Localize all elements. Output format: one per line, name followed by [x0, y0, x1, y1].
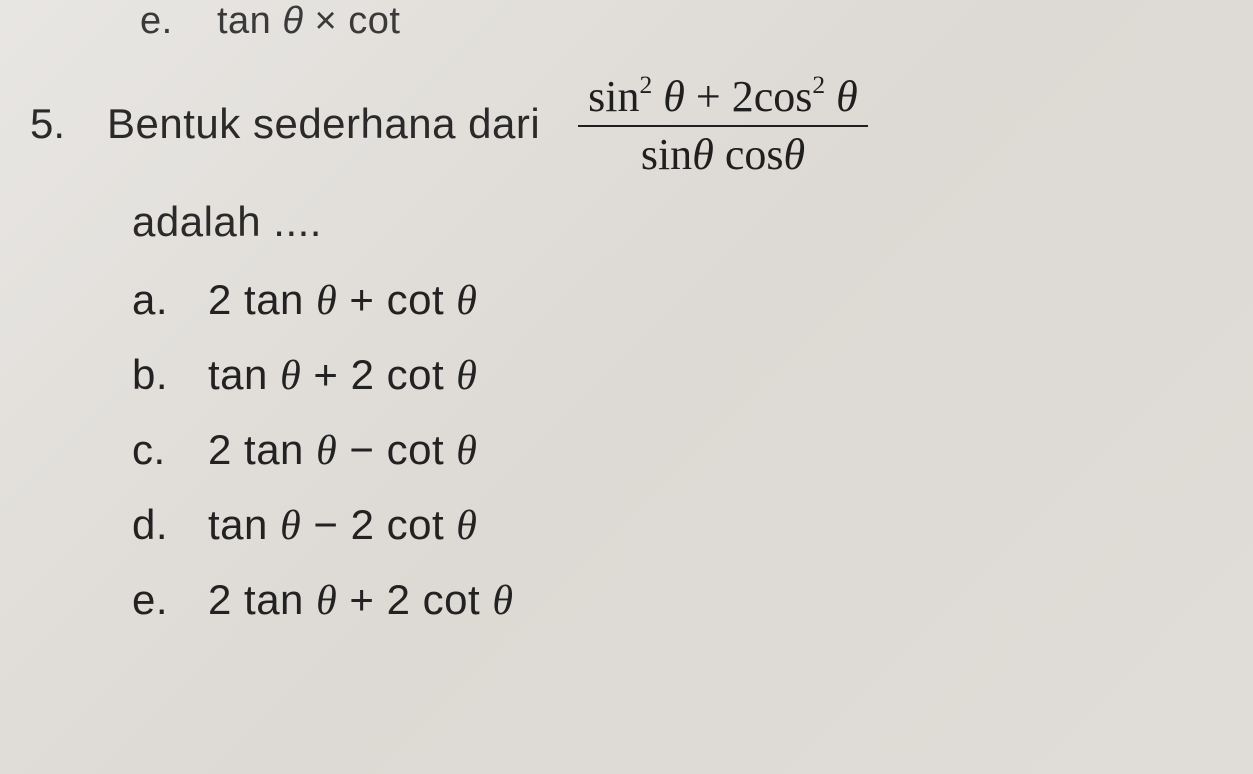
option-c: c. 2 tan θ − cot θ	[132, 426, 1213, 475]
fraction: sin2 θ + 2cos2 θ sinθ cosθ	[578, 73, 868, 180]
option-expression: 2 tan θ + 2 cot θ	[208, 576, 513, 625]
option-label: a.	[132, 276, 172, 325]
option-d: d. tan θ − 2 cot θ	[132, 501, 1213, 550]
prev-option-label: e.	[140, 0, 173, 42]
question-stem-row: 5. Bentuk sederhana dari sin2 θ + 2cos2 …	[30, 71, 1213, 178]
previous-option-fragment: e. tan θ × cot	[140, 0, 1213, 43]
question-stem-after: adalah ....	[132, 198, 1213, 246]
option-expression: 2 tan θ + cot θ	[208, 276, 477, 325]
option-expression: tan θ − 2 cot θ	[208, 501, 477, 550]
fraction-denominator: sinθ cosθ	[631, 127, 815, 179]
option-label: e.	[132, 576, 172, 625]
question-number: 5.	[30, 100, 65, 148]
option-e: e. 2 tan θ + 2 cot θ	[132, 576, 1213, 625]
option-b: b. tan θ + 2 cot θ	[132, 351, 1213, 400]
option-label: b.	[132, 351, 172, 400]
option-expression: 2 tan θ − cot θ	[208, 426, 477, 475]
option-label: c.	[132, 426, 172, 475]
option-a: a. 2 tan θ + cot θ	[132, 276, 1213, 325]
question-stem-before: Bentuk sederhana dari	[107, 100, 540, 148]
option-expression: tan θ + 2 cot θ	[208, 351, 477, 400]
prev-option-text: tan θ × cot	[217, 0, 401, 42]
page: e. tan θ × cot 5. Bentuk sederhana dari …	[0, 0, 1253, 625]
fraction-numerator: sin2 θ + 2cos2 θ	[578, 73, 868, 125]
options-list: a. 2 tan θ + cot θ b. tan θ + 2 cot θ c.…	[132, 276, 1213, 625]
option-label: d.	[132, 501, 172, 550]
